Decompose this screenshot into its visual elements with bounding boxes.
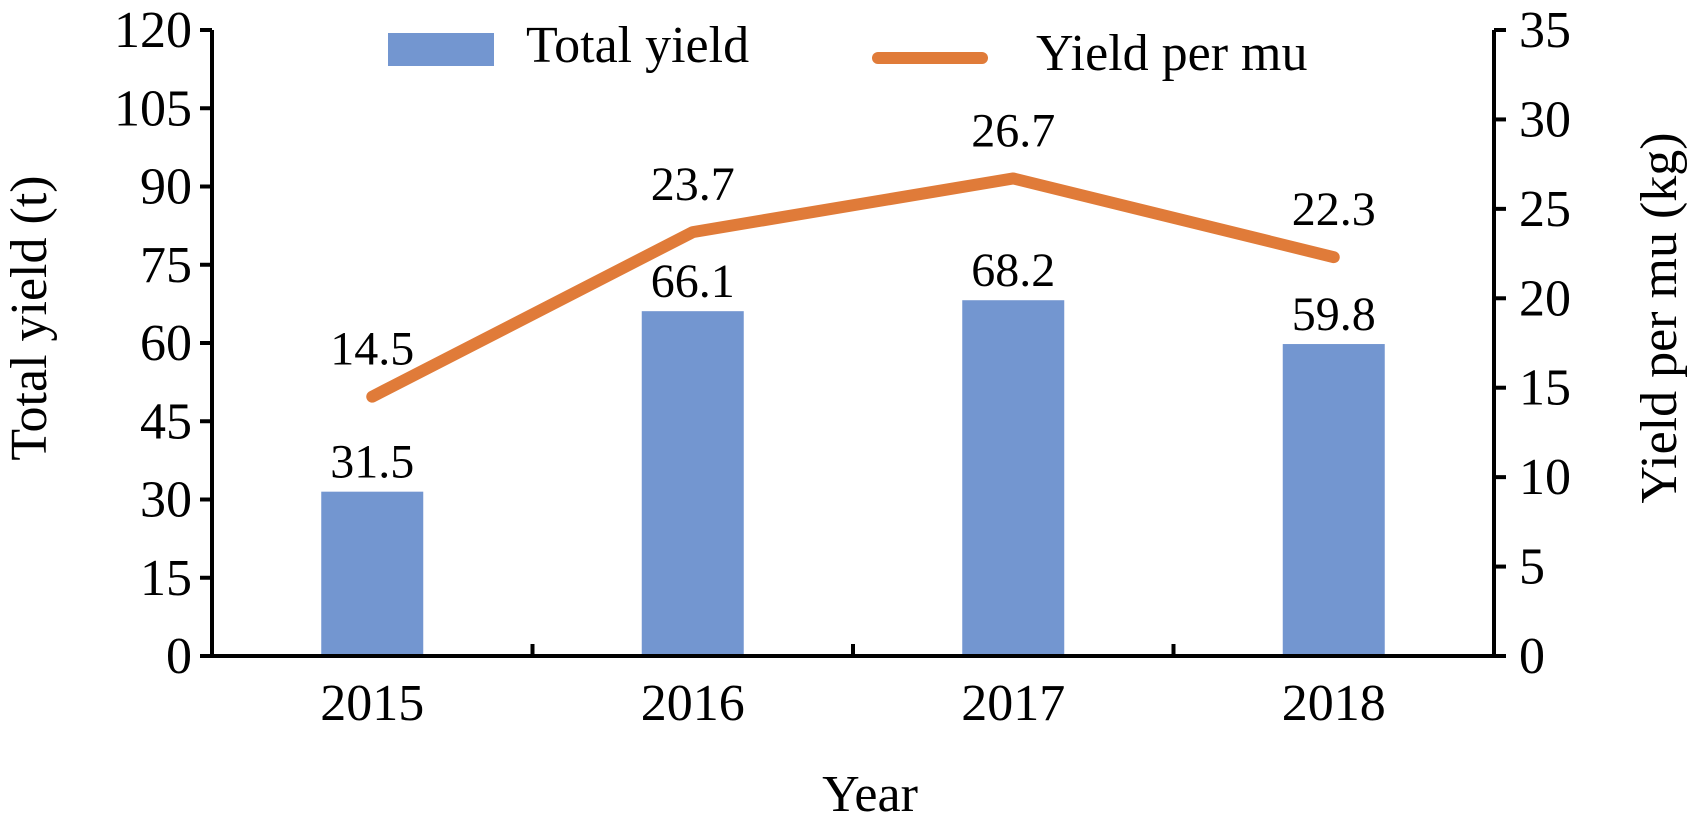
x-tick-label: 2017	[961, 675, 1065, 732]
y-tick-label-left: 60	[140, 315, 192, 372]
data-label-yield-per-mu: 23.7	[651, 158, 735, 211]
tick-labels: 0 15 30 45 60 75 90 105 120 0 5 10 15 20 25 30 35 2015 201…	[114, 2, 1571, 732]
x-tick-label: 2015	[320, 675, 424, 732]
point-yield-per-mu-2015	[371, 395, 374, 398]
y-tick-label-right: 10	[1519, 449, 1571, 506]
y-tick-label-right: 5	[1519, 539, 1545, 596]
data-label-yield-per-mu: 22.3	[1292, 183, 1376, 236]
y-tick-label-left: 15	[140, 550, 192, 607]
line-series	[366, 172, 1340, 403]
y-tick-label-left: 120	[114, 2, 192, 59]
y-tick-label-left: 75	[140, 237, 192, 294]
data-labels: 31.5 66.1 68.2 59.8 14.5 23.7 26.7 22.3	[330, 104, 1376, 488]
bar-2018	[1282, 344, 1385, 656]
axes	[200, 28, 1506, 658]
y-tick-label-right: 35	[1519, 2, 1571, 59]
y-tick-label-left: 0	[166, 628, 192, 685]
bar-series	[321, 300, 1385, 656]
data-label-total-yield: 66.1	[651, 255, 735, 308]
bar-2016	[641, 311, 744, 656]
data-label-total-yield: 31.5	[330, 436, 414, 489]
y-tick-label-left: 105	[114, 80, 192, 137]
data-label-total-yield: 59.8	[1292, 288, 1376, 341]
x-axis-title: Year	[822, 766, 918, 814]
point-yield-per-mu-2017	[1012, 177, 1015, 180]
data-label-total-yield: 68.2	[971, 244, 1055, 297]
line-yield-per-mu	[366, 172, 1340, 403]
y-axis-title-left: Total yield (t)	[1, 175, 58, 460]
y-tick-label-right: 30	[1519, 91, 1571, 148]
y-tick-label-right: 25	[1519, 181, 1571, 238]
bar-2015	[321, 491, 424, 656]
bar-2017	[962, 300, 1065, 656]
x-tick-label: 2016	[641, 675, 745, 732]
y-axis-title-right: Yield per mu (kg)	[1631, 132, 1688, 503]
point-yield-per-mu-2018	[1332, 256, 1335, 259]
y-tick-label-right: 15	[1519, 360, 1571, 417]
y-tick-label-left: 90	[140, 159, 192, 216]
x-tick-label: 2018	[1282, 675, 1386, 732]
y-tick-label-right: 20	[1519, 270, 1571, 327]
y-tick-label-left: 30	[140, 472, 192, 529]
legend-swatch-total-yield	[388, 33, 494, 66]
y-tick-label-right: 0	[1519, 628, 1545, 685]
data-label-yield-per-mu: 26.7	[971, 104, 1055, 157]
y-tick-label-left: 45	[140, 393, 192, 450]
legend: Total yield Yield per mu	[388, 17, 1308, 82]
legend-label-total-yield: Total yield	[526, 17, 749, 74]
data-label-yield-per-mu: 14.5	[330, 323, 414, 376]
legend-label-yield-per-mu: Yield per mu	[1036, 25, 1308, 82]
point-yield-per-mu-2016	[691, 231, 694, 234]
